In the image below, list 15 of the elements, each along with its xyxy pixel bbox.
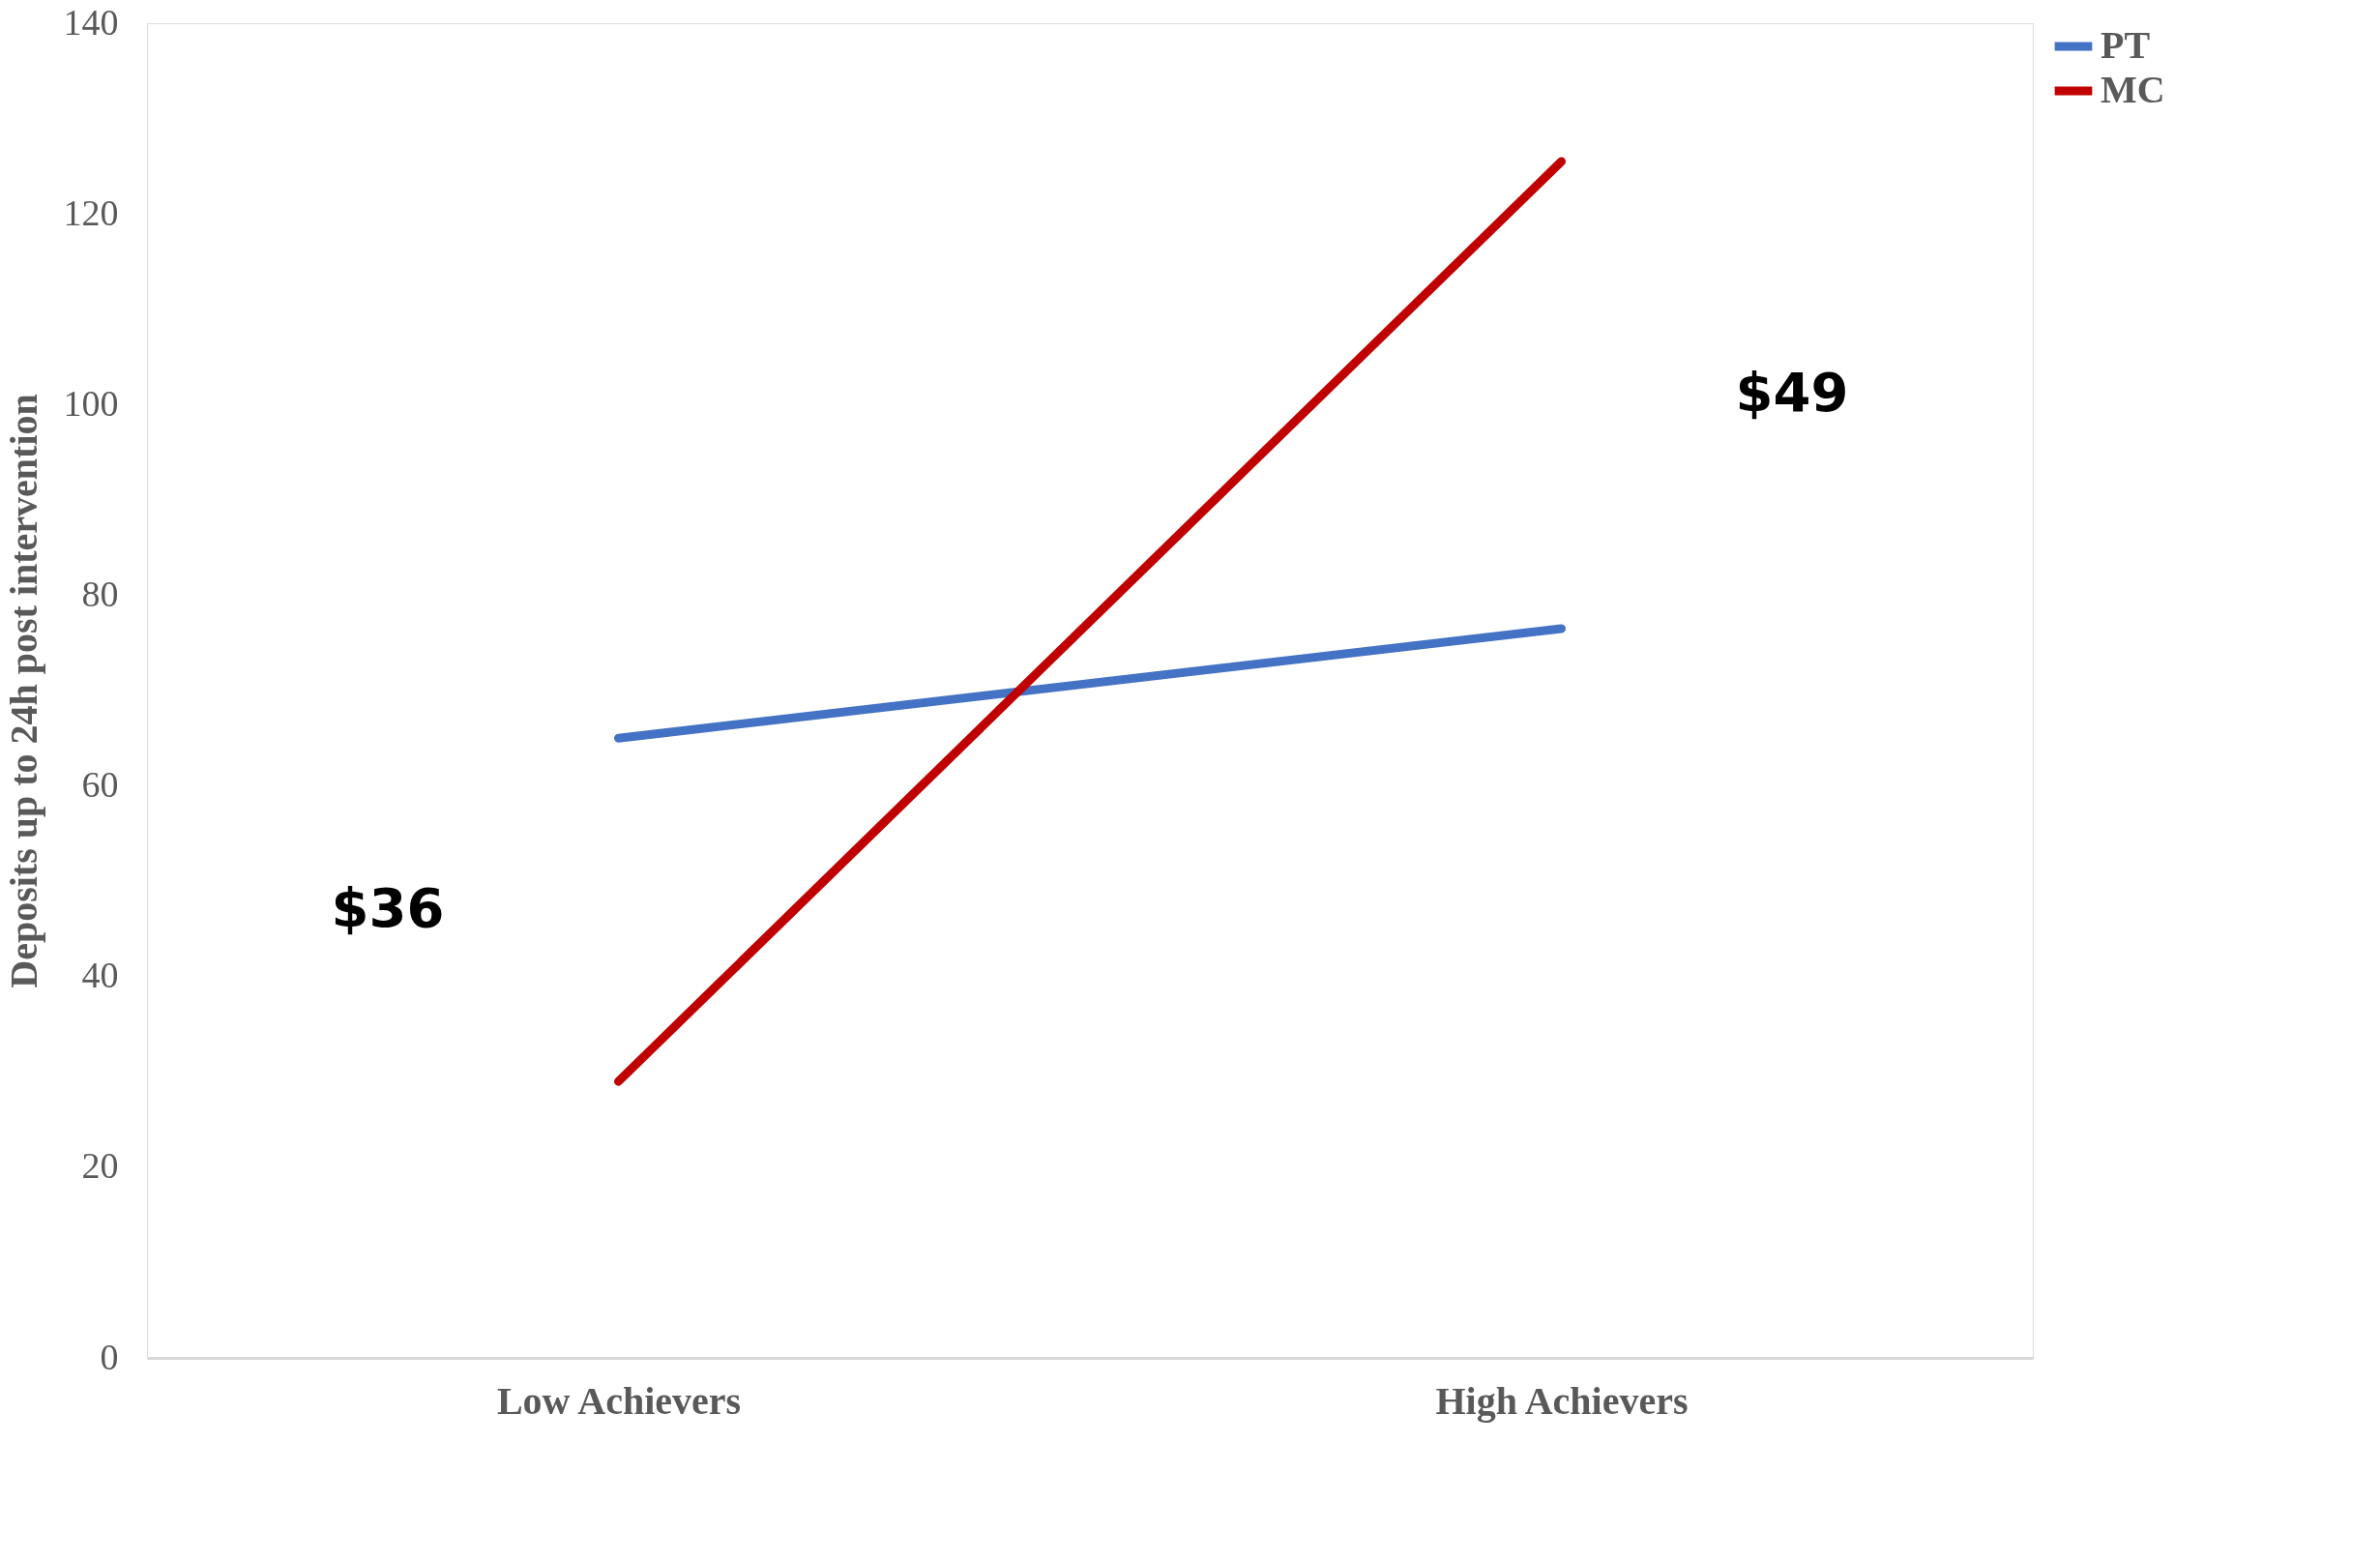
y-tick-label: 120: [63, 191, 119, 233]
y-tick-label: 140: [63, 1, 119, 43]
y-tick-label: 60: [81, 764, 119, 806]
annotation: $36: [331, 875, 445, 939]
y-axis-title: Deposits up to 24h post intervention: [1, 394, 45, 988]
x-tick-label: High Achievers: [1435, 1378, 1689, 1423]
legend-label: MC: [2101, 68, 2165, 111]
y-tick-label: 100: [63, 382, 119, 424]
y-tick-label: 0: [100, 1336, 119, 1377]
y-tick-label: 20: [81, 1145, 119, 1187]
legend-label: PT: [2101, 23, 2151, 67]
y-tick-label: 80: [81, 573, 119, 614]
x-tick-label: Low Achievers: [496, 1378, 742, 1423]
annotation: $49: [1735, 361, 1849, 425]
y-tick-label: 40: [81, 955, 119, 996]
